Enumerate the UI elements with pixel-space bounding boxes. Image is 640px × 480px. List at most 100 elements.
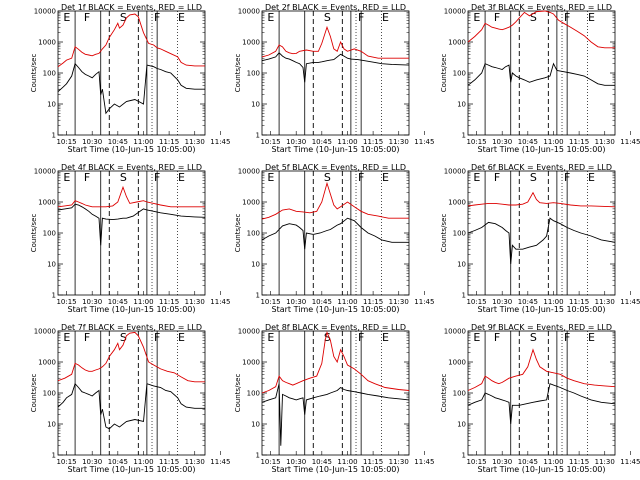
phase-marker: E <box>63 331 70 344</box>
y-axis-label: Counts/sec <box>234 54 242 93</box>
series-line <box>261 330 410 394</box>
x-tick-label: 11:00 <box>133 458 153 466</box>
phase-marker: F <box>84 11 90 24</box>
x-tick-label: 11:00 <box>543 458 563 466</box>
series-line <box>57 185 205 208</box>
phase-marker: E <box>267 331 274 344</box>
series-line <box>467 348 616 391</box>
x-tick-label: 10:30 <box>492 138 512 146</box>
chart-title: Det 1f BLACK = Events, RED = LLD <box>61 3 202 12</box>
x-axis-label: Start Time (10-Jun-15 10:05:00) <box>68 305 196 314</box>
x-tick-label: 11:45 <box>210 138 230 146</box>
phase-marker: E <box>63 171 70 184</box>
y-tick-label: 10000 <box>238 168 260 176</box>
series-line <box>467 10 615 49</box>
y-axis-label: Counts/sec <box>234 214 242 253</box>
y-tick-label: 1000 <box>242 39 260 47</box>
phase-marker: S <box>120 171 127 184</box>
x-tick-label: 10:45 <box>518 458 538 466</box>
x-tick-label: 10:45 <box>518 138 538 146</box>
series-line <box>261 217 409 250</box>
x-tick-label: 11:15 <box>363 298 383 306</box>
x-tick-label: 10:15 <box>260 138 280 146</box>
y-axis-label: Counts/sec <box>30 214 38 253</box>
x-tick-label: 11:30 <box>595 458 615 466</box>
chart-panel: Det 7f BLACK = Events, RED = LLD 1 10 100 10… <box>30 323 230 474</box>
chart-title: Det 2f BLACK = Events, RED = LLD <box>265 3 406 12</box>
plot-frame <box>57 330 206 456</box>
phase-marker: S <box>324 11 331 24</box>
phase-marker: E <box>178 11 185 24</box>
y-tick-label: 10 <box>251 261 260 269</box>
y-tick-label: 10000 <box>34 328 56 336</box>
x-tick-label: 11:45 <box>414 138 434 146</box>
x-tick-label: 10:15 <box>56 458 76 466</box>
phase-marker: E <box>588 171 595 184</box>
y-tick-label: 100 <box>43 390 56 398</box>
x-tick-label: 11:30 <box>185 138 205 146</box>
y-tick-label: 100 <box>43 230 56 238</box>
chart-title: Det 5f BLACK = Events, RED = LLD <box>265 163 406 172</box>
y-tick-label: 100 <box>453 230 466 238</box>
x-tick-label: 11:00 <box>337 458 357 466</box>
phase-marker: F <box>494 171 500 184</box>
phase-marker: F <box>358 11 364 24</box>
phase-marker: S <box>530 11 537 24</box>
phase-marker: S <box>120 11 127 24</box>
phase-marker: E <box>382 331 389 344</box>
chart-title: Det 3f BLACK = Events, RED = LLD <box>471 3 612 12</box>
x-tick-label: 10:15 <box>466 458 486 466</box>
y-axis-label: Counts/sec <box>440 374 448 413</box>
y-tick-label: 1 <box>52 292 56 300</box>
y-tick-label: 10000 <box>444 8 466 16</box>
phase-marker: F <box>154 11 160 24</box>
x-tick-label: 11:15 <box>159 138 179 146</box>
phase-marker: E <box>382 171 389 184</box>
chart-panel: Det 9f BLACK = Events, RED = LLD 1 10 100 10… <box>440 323 640 474</box>
phase-marker: F <box>358 171 364 184</box>
x-tick-label: 10:30 <box>286 138 306 146</box>
x-tick-label: 11:45 <box>414 298 434 306</box>
series-line <box>261 25 409 59</box>
y-tick-label: 10 <box>47 421 56 429</box>
y-tick-label: 10 <box>457 421 466 429</box>
x-tick-label: 11:45 <box>620 458 640 466</box>
x-tick-label: 11:00 <box>543 298 563 306</box>
y-tick-label: 1000 <box>38 39 56 47</box>
x-tick-label: 11:15 <box>363 138 383 146</box>
y-tick-label: 100 <box>453 70 466 78</box>
chart-title: Det 7f BLACK = Events, RED = LLD <box>61 323 202 332</box>
x-tick-label: 11:15 <box>159 298 179 306</box>
y-tick-label: 1 <box>52 452 56 460</box>
phase-marker: S <box>530 331 537 344</box>
series-line <box>57 13 205 68</box>
y-tick-label: 10 <box>47 101 56 109</box>
x-tick-label: 10:15 <box>56 298 76 306</box>
x-tick-label: 11:15 <box>159 458 179 466</box>
x-axis-label: Start Time (10-Jun-15 10:05:00) <box>272 305 400 314</box>
x-tick-label: 10:30 <box>286 458 306 466</box>
x-tick-label: 11:30 <box>389 298 409 306</box>
phase-marker: E <box>178 331 185 344</box>
phase-marker: F <box>154 331 160 344</box>
y-tick-label: 1000 <box>242 359 260 367</box>
series-line <box>261 52 410 83</box>
x-tick-label: 10:15 <box>56 138 76 146</box>
x-tick-label: 11:45 <box>620 298 640 306</box>
chart-panel: Det 2f BLACK = Events, RED = LLD 1 10 100 10… <box>234 3 434 154</box>
x-tick-label: 11:30 <box>185 298 205 306</box>
y-tick-label: 1000 <box>242 199 260 207</box>
x-tick-label: 10:30 <box>82 138 102 146</box>
y-tick-label: 1 <box>52 132 56 140</box>
y-axis-label: Counts/sec <box>30 54 38 93</box>
plot-frame <box>467 330 616 456</box>
y-tick-label: 1 <box>462 452 466 460</box>
plot-frame <box>467 10 616 136</box>
y-tick-label: 100 <box>247 390 260 398</box>
y-tick-label: 100 <box>453 390 466 398</box>
x-tick-label: 11:15 <box>569 458 589 466</box>
y-axis-label: Counts/sec <box>440 214 448 253</box>
x-tick-label: 11:30 <box>389 458 409 466</box>
phase-marker: E <box>473 171 480 184</box>
y-tick-label: 100 <box>247 70 260 78</box>
